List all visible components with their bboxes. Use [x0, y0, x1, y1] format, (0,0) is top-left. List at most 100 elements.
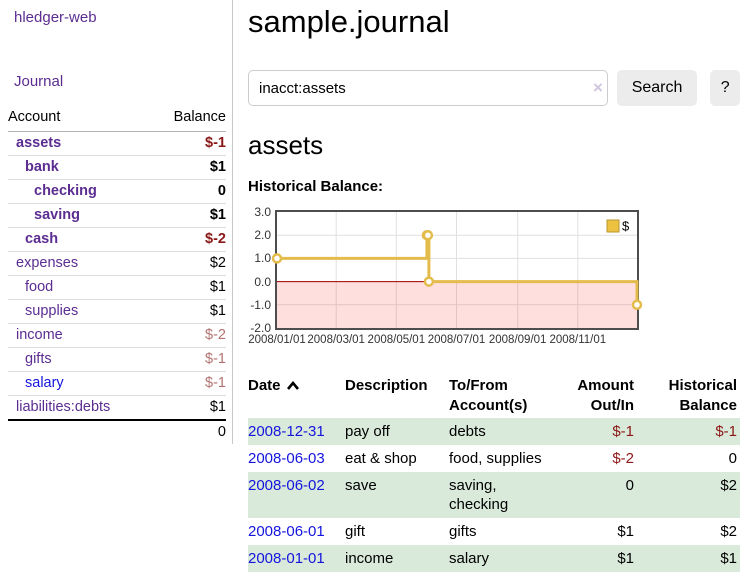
account-link[interactable]: income: [16, 327, 63, 343]
balance-column-header: Balance: [152, 104, 226, 132]
account-row: food $1: [8, 275, 226, 300]
account-link[interactable]: food: [25, 279, 54, 295]
account-link[interactable]: assets: [16, 135, 62, 151]
account-name-cell: food: [8, 275, 153, 300]
account-balance: $1: [152, 203, 226, 228]
account-link[interactable]: checking: [34, 183, 97, 199]
account-row: cash $-2: [8, 227, 226, 252]
column-header-accounts: To/From Account(s): [449, 377, 528, 414]
account-total-row: 0: [8, 419, 226, 444]
transaction-balance: $2: [720, 523, 737, 540]
y-tick-label: -2.0: [250, 321, 271, 335]
transaction-accounts: saving, checking: [449, 477, 509, 513]
y-tick-label: -1.0: [250, 297, 271, 312]
register-row: 2008-06-02 save saving, checking 0 $2: [248, 472, 740, 518]
legend-swatch: [606, 219, 620, 233]
account-row: checking 0: [8, 179, 226, 204]
y-tick-label: 3.0: [254, 205, 271, 219]
transaction-balance: $2: [720, 477, 737, 494]
transaction-date-link[interactable]: 2008-06-01: [248, 523, 325, 540]
transaction-accounts: gifts: [449, 523, 477, 540]
data-point-marker[interactable]: [422, 229, 434, 241]
column-header-balance: Historical Balance: [668, 377, 737, 414]
page-title: sample.journal: [248, 4, 450, 39]
account-balance: $-2: [152, 227, 226, 252]
transaction-amount: $-1: [612, 423, 634, 440]
clear-search-icon[interactable]: ×: [593, 78, 603, 97]
main-content: sample.journal × Search ? assets Histori…: [248, 0, 740, 572]
chart-plot-area: $: [271, 210, 643, 330]
data-point-marker[interactable]: [271, 253, 283, 264]
x-tick-label: 2008/05/01: [367, 334, 426, 346]
account-name-cell: bank: [8, 155, 153, 180]
help-button[interactable]: ?: [710, 70, 740, 106]
transaction-amount: 0: [625, 477, 634, 494]
account-row: supplies $1: [8, 299, 226, 324]
account-total-balance: 0: [152, 419, 226, 444]
account-link[interactable]: gifts: [25, 351, 52, 367]
x-tick-label: 2008/11/01: [549, 334, 607, 346]
transaction-description: save: [345, 477, 377, 494]
account-name-cell: liabilities:debts: [8, 395, 153, 421]
sidebar-item-journal[interactable]: Journal: [14, 73, 64, 90]
transaction-date-cell: 2008-06-02: [248, 472, 345, 518]
account-row: liabilities:debts $1: [8, 395, 226, 421]
x-tick-label: 2008/01/01: [248, 334, 306, 346]
data-point-marker[interactable]: [423, 276, 435, 287]
sidebar: hledger-web Journal Account Balance asse…: [0, 0, 233, 444]
account-table-header-row: Account Balance: [8, 104, 226, 132]
transaction-date-cell: 2008-12-31: [248, 418, 345, 445]
account-name-cell: checking: [8, 179, 153, 204]
account-row: bank $1: [8, 155, 226, 180]
account-link[interactable]: saving: [34, 207, 80, 223]
account-heading: assets: [248, 130, 324, 160]
sort-ascending-icon: [286, 380, 299, 390]
chart-heading: Historical Balance:: [248, 178, 384, 195]
column-header-amount: Amount Out/In: [577, 377, 634, 414]
transaction-date-link[interactable]: 2008-06-02: [248, 477, 325, 494]
register-row: 2008-12-31 pay off debts $-1 $-1: [248, 418, 740, 445]
register-row: 2008-01-01 income salary $1 $1: [248, 545, 740, 572]
account-name-cell: saving: [8, 203, 153, 228]
search-form: × Search ?: [248, 70, 740, 106]
register-header-row: Date Description To/From Account(s) Amoun…: [248, 374, 740, 418]
x-tick-label: 2008/07/01: [427, 334, 486, 346]
column-header-description: Description: [345, 377, 428, 394]
transaction-date-link[interactable]: 2008-01-01: [248, 550, 325, 567]
balance-chart-svg: $: [271, 212, 643, 328]
app-title-link[interactable]: hledger-web: [14, 9, 97, 26]
transaction-description: pay off: [345, 423, 390, 440]
account-balance: $1: [152, 299, 226, 324]
account-link[interactable]: liabilities:debts: [16, 399, 111, 415]
account-balance-table: Account Balance assets $-1 bank $1 check…: [8, 104, 226, 444]
account-name-cell: gifts: [8, 347, 153, 372]
search-button[interactable]: Search: [616, 70, 698, 106]
search-input[interactable]: [248, 70, 608, 106]
data-point-marker[interactable]: [631, 299, 643, 311]
account-name-cell: expenses: [8, 251, 153, 276]
account-link[interactable]: cash: [25, 231, 59, 247]
account-row: income $-2: [8, 323, 226, 348]
transaction-amount: $1: [617, 523, 634, 540]
x-tick-label: 2008/03/01: [307, 334, 365, 346]
legend-label: $: [622, 219, 630, 234]
transaction-date-link[interactable]: 2008-06-03: [248, 450, 325, 467]
account-row: salary $-1: [8, 371, 226, 396]
transaction-accounts: salary: [449, 550, 490, 567]
y-tick-label: 1.0: [254, 251, 271, 266]
account-link[interactable]: salary: [25, 375, 64, 391]
y-tick-label: 2.0: [254, 228, 271, 243]
account-link[interactable]: bank: [25, 159, 59, 175]
account-link[interactable]: supplies: [25, 303, 79, 319]
transaction-balance: $-1: [715, 423, 737, 440]
account-balance: $-1: [152, 347, 226, 372]
account-name-cell: salary: [8, 371, 153, 396]
account-balance: $1: [152, 275, 226, 300]
transaction-amount: $1: [617, 550, 634, 567]
column-header-date[interactable]: Date: [248, 374, 345, 418]
register-row: 2008-06-01 gift gifts $1 $2: [248, 518, 740, 545]
account-row: gifts $-1: [8, 347, 226, 372]
transaction-accounts: debts: [449, 423, 486, 440]
transaction-date-link[interactable]: 2008-12-31: [248, 423, 325, 440]
account-link[interactable]: expenses: [16, 255, 79, 271]
